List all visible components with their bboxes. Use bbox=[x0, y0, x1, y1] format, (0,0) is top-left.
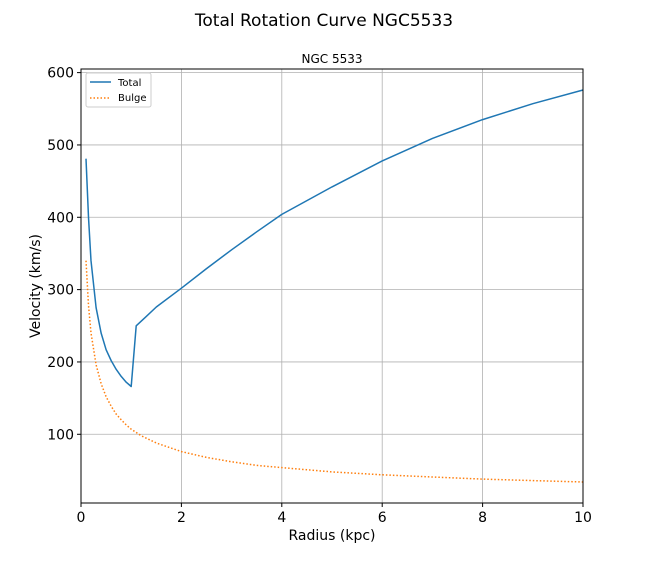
x-tick-label-4: 8 bbox=[478, 510, 487, 526]
x-tick-label-0: 0 bbox=[77, 510, 86, 526]
plot-frame bbox=[80, 68, 584, 504]
y-tick-label-3: 400 bbox=[47, 210, 74, 226]
legend-total-label: Total bbox=[117, 78, 141, 89]
x-tick-label-1: 2 bbox=[177, 510, 186, 526]
axes-title: NGC 5533 bbox=[301, 52, 362, 66]
y-tick-label-4: 500 bbox=[47, 138, 74, 154]
y-axis-label: Velocity (km/s) bbox=[28, 234, 44, 338]
x-axis-ticks: 0 2 4 6 8 10 bbox=[77, 503, 592, 526]
y-tick-label-1: 200 bbox=[47, 355, 74, 371]
y-tick-label-5: 600 bbox=[47, 66, 74, 82]
y-axis-ticks: 100 200 300 400 500 600 bbox=[47, 66, 81, 443]
grid-lines bbox=[80, 69, 584, 503]
figure-suptitle: Total Rotation Curve NGC5533 bbox=[194, 11, 453, 31]
series-lines bbox=[85, 89, 584, 483]
y-tick-label-0: 100 bbox=[47, 427, 74, 443]
series-line-bulge bbox=[85, 260, 584, 483]
y-tick-label-2: 300 bbox=[47, 283, 74, 299]
series-line-total bbox=[85, 89, 584, 388]
x-tick-label-5: 10 bbox=[574, 510, 592, 526]
legend: Total Bulge bbox=[85, 72, 152, 108]
x-tick-label-3: 6 bbox=[378, 510, 387, 526]
x-tick-label-2: 4 bbox=[277, 510, 286, 526]
x-axis-label: Radius (kpc) bbox=[288, 528, 375, 544]
legend-bulge-label: Bulge bbox=[118, 93, 146, 104]
